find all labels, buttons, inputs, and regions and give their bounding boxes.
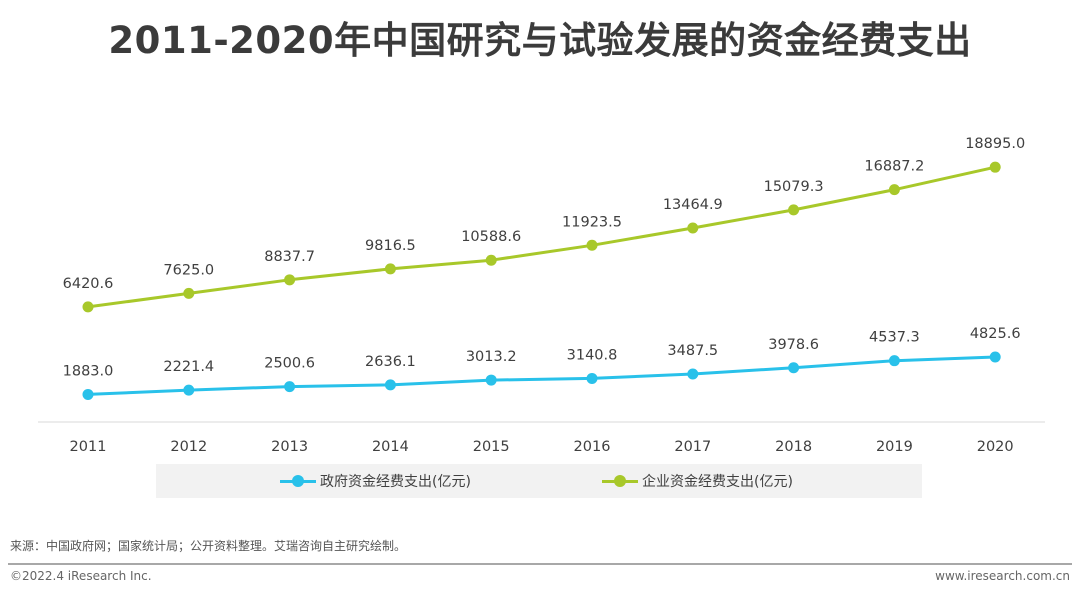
data-point-0-1 (183, 384, 195, 396)
legend-label-government: 政府资金经费支出(亿元) (320, 474, 471, 490)
legend-swatch-government (280, 475, 316, 487)
data-point-1-2 (284, 274, 296, 286)
data-label-0-8: 4537.3 (869, 330, 920, 346)
data-label-1-3: 9816.5 (365, 238, 416, 254)
data-point-1-6 (687, 222, 699, 234)
data-point-0-6 (687, 368, 699, 380)
data-label-1-9: 18895.0 (965, 136, 1025, 152)
x-tick-label-2013: 2013 (271, 439, 308, 455)
data-label-1-7: 15079.3 (764, 179, 824, 195)
data-label-0-6: 3487.5 (667, 343, 718, 359)
data-point-1-7 (788, 204, 800, 216)
data-label-0-1: 2221.4 (163, 359, 214, 375)
data-label-0-2: 2500.6 (264, 356, 315, 372)
chart-title: 2011-2020年中国研究与试验发展的资金经费支出 (108, 19, 972, 62)
x-tick-label-2019: 2019 (876, 439, 913, 455)
x-tick-label-2012: 2012 (170, 439, 207, 455)
data-label-1-5: 11923.5 (562, 214, 622, 230)
data-point-0-0 (82, 388, 94, 400)
series-line-0 (87, 355, 996, 396)
legend-item-government: 政府资金经费支出(亿元) (280, 464, 471, 498)
legend-swatch-enterprise (602, 475, 638, 487)
x-tick-label-2015: 2015 (473, 439, 510, 455)
data-label-1-8: 16887.2 (864, 159, 924, 175)
data-point-1-3 (384, 263, 396, 275)
data-point-0-4 (485, 374, 497, 386)
data-point-1-9 (989, 161, 1001, 173)
x-tick-label-2014: 2014 (372, 439, 409, 455)
data-point-0-2 (284, 381, 296, 393)
x-tick-label-2011: 2011 (70, 439, 107, 455)
legend-item-enterprise: 企业资金经费支出(亿元) (602, 464, 793, 498)
data-label-0-3: 2636.1 (365, 354, 416, 370)
source-note: 来源：中国政府网；国家统计局；公开资料整理。艾瑞咨询自主研究绘制。 (10, 539, 407, 553)
data-point-1-8 (888, 184, 900, 196)
data-point-1-4 (485, 254, 497, 266)
data-point-0-3 (384, 379, 396, 391)
data-label-1-2: 8837.7 (264, 249, 315, 265)
data-label-1-6: 13464.9 (663, 197, 723, 213)
legend: 政府资金经费支出(亿元) 企业资金经费支出(亿元) (156, 464, 922, 498)
data-label-0-7: 3978.6 (768, 337, 819, 353)
data-point-0-8 (888, 355, 900, 367)
x-tick-label-2020: 2020 (977, 439, 1014, 455)
data-point-1-1 (183, 287, 195, 299)
data-label-1-0: 6420.6 (63, 276, 114, 292)
series-line-1 (87, 165, 996, 309)
data-point-1-5 (586, 239, 598, 251)
data-point-0-5 (586, 372, 598, 384)
data-point-1-0 (82, 301, 94, 313)
data-label-0-9: 4825.6 (970, 326, 1021, 342)
data-label-1-4: 10588.6 (461, 229, 521, 245)
legend-label-enterprise: 企业资金经费支出(亿元) (642, 474, 793, 490)
x-tick-label-2017: 2017 (674, 439, 711, 455)
data-label-0-4: 3013.2 (466, 349, 517, 365)
footer-divider (8, 563, 1072, 565)
data-label-1-1: 7625.0 (163, 262, 214, 278)
x-tick-label-2018: 2018 (775, 439, 812, 455)
data-label-0-0: 1883.0 (63, 363, 114, 379)
website-link[interactable]: www.iresearch.com.cn (935, 569, 1070, 583)
data-point-0-7 (788, 362, 800, 374)
data-label-0-5: 3140.8 (567, 347, 618, 363)
x-tick-label-2016: 2016 (574, 439, 611, 455)
copyright: ©2022.4 iResearch Inc. (10, 569, 152, 583)
line-chart: 1883.0 2221.4 2500.6 2636.1 3013.2 3140.8 3487… (38, 136, 1045, 455)
data-point-0-9 (989, 351, 1001, 363)
